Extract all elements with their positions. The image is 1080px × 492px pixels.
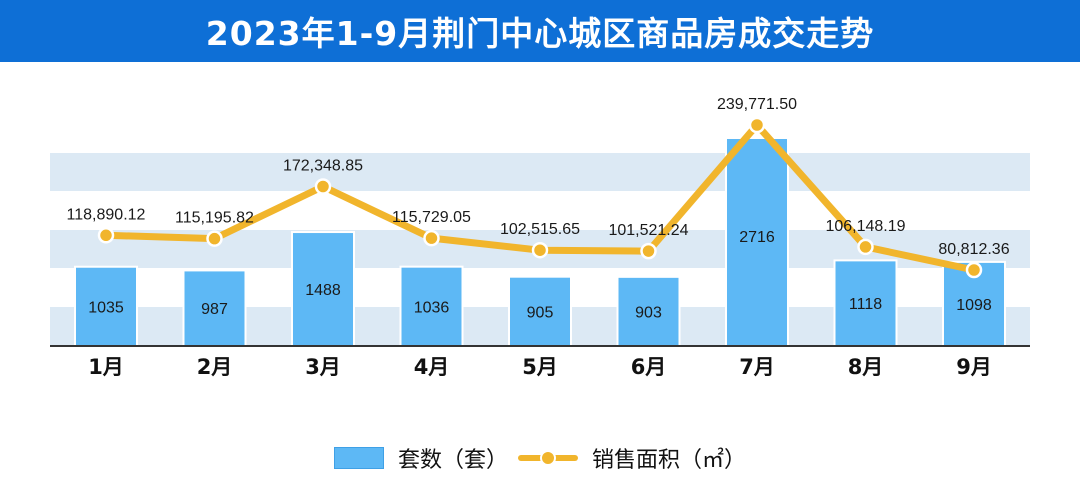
x-tick-label: 3月 — [305, 355, 341, 379]
line-point — [965, 261, 983, 279]
line-point — [857, 238, 874, 256]
x-tick-label: 1月 — [88, 355, 124, 379]
line-point — [640, 242, 657, 260]
bar-value-label: 987 — [201, 301, 228, 318]
bar-value-label: 1035 — [88, 299, 124, 316]
bar — [399, 265, 464, 347]
x-tick-label: 7月 — [739, 355, 775, 379]
bar — [182, 269, 247, 348]
grid-band — [50, 153, 1030, 191]
chart-title-banner: 2023年1-9月荆门中心城区商品房成交走势 — [0, 0, 1080, 62]
line-point — [314, 178, 332, 195]
bar-series: 1035 987 1488 1036 905 903 2716 1118 1098 — [74, 137, 1006, 348]
line-point — [206, 230, 223, 247]
bar-value-label: 1036 — [414, 299, 450, 316]
line-value-label: 118,890.12 — [67, 206, 146, 223]
bar — [833, 259, 898, 347]
bar-value-label: 1118 — [849, 296, 882, 313]
bar — [291, 231, 355, 348]
line-point — [423, 229, 440, 247]
bar-value-label: 2716 — [739, 229, 775, 246]
line-value-label: 106,148.19 — [825, 218, 905, 235]
bar-value-label: 903 — [635, 304, 662, 321]
line-series: 118,890.12 115,195.82 172,348.85 115,729.05… — [67, 96, 1010, 279]
bar-value-label: 1488 — [305, 282, 341, 299]
line-value-label: 101,521.24 — [608, 222, 688, 239]
x-tick-label: 2月 — [197, 355, 233, 379]
line-point — [748, 116, 766, 134]
x-tick-labels: 1月 2月 3月 4月 5月 6月 7月 8月 9月 — [88, 355, 992, 379]
chart-title: 2023年1-9月荆门中心城区商品房成交走势 — [205, 14, 875, 53]
bar-value-label: 905 — [527, 304, 554, 321]
chart-plot: 1035 987 1488 1036 905 903 2716 1118 1098 118,89… — [50, 96, 1030, 379]
legend-item-bar: 套数（套） — [333, 442, 508, 474]
line-value-label: 102,515.65 — [500, 221, 580, 238]
legend: 套数（套） 销售面积（㎡） — [0, 436, 1080, 480]
x-tick-label: 9月 — [956, 355, 992, 379]
legend-line-label: 销售面积（㎡） — [592, 448, 747, 473]
line-value-label: 172,348.85 — [283, 158, 363, 175]
x-tick-label: 5月 — [522, 355, 558, 379]
bar — [616, 275, 681, 348]
legend-item-line: 销售面积（㎡） — [518, 442, 746, 474]
line-value-label: 115,729.05 — [392, 209, 471, 226]
bar — [74, 265, 138, 348]
bar-value-label: 1098 — [956, 297, 992, 314]
bar — [725, 137, 789, 347]
line-point — [531, 241, 549, 259]
legend-line-swatch — [518, 448, 578, 468]
legend-bar-label: 套数（套） — [397, 448, 508, 473]
x-tick-label: 6月 — [631, 355, 667, 379]
x-tick-label: 4月 — [414, 355, 450, 379]
line-value-label: 115,195.82 — [175, 210, 254, 227]
line-value-label: 239,771.50 — [717, 96, 797, 113]
legend-bar-swatch — [333, 447, 384, 469]
bar — [508, 275, 572, 348]
x-tick-label: 8月 — [848, 355, 884, 379]
line-value-label: 80,812.36 — [938, 241, 1009, 258]
line-point — [97, 227, 115, 244]
